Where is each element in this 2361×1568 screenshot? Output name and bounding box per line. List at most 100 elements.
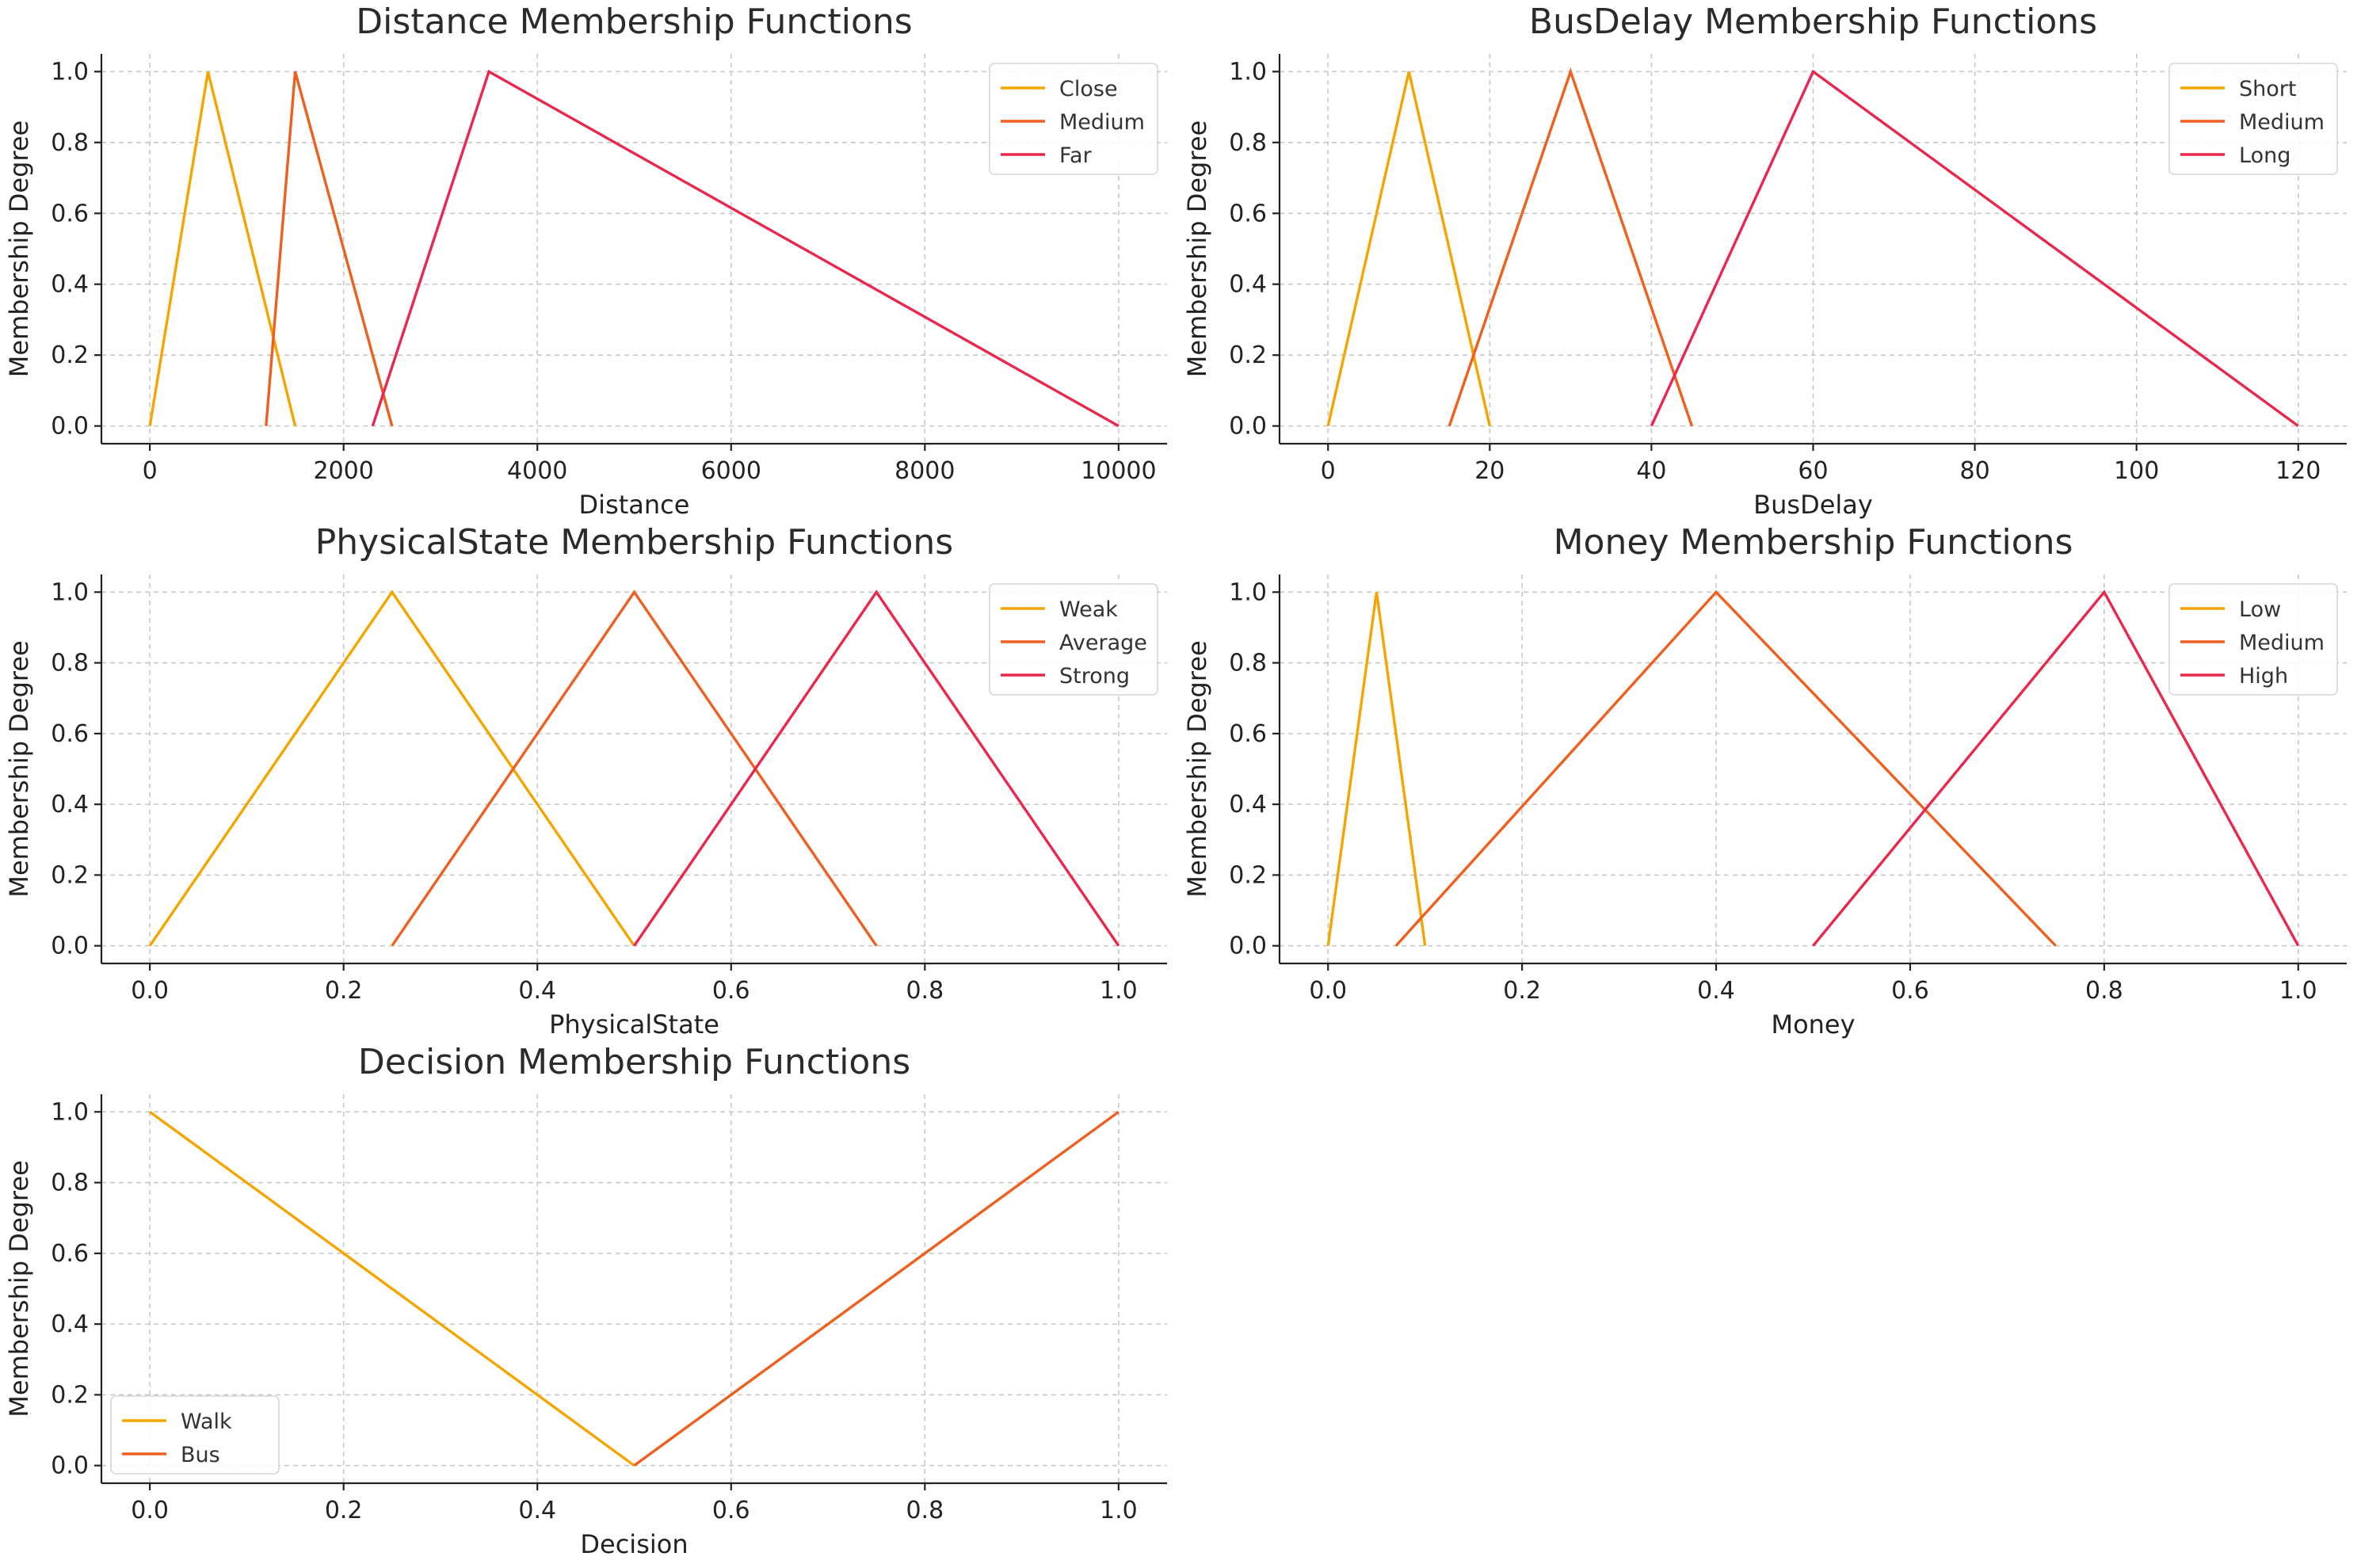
- x-tick-label: 0.6: [1891, 977, 1929, 1005]
- y-tick-label: 1.0: [51, 1098, 89, 1126]
- chart-panel-4: 0.0 0.2 0.4 0.6 0.8 1.0 0.0 0.2 0.4 0.6 0.8 1.0 Mone…: [1182, 522, 2347, 1040]
- y-tick-label: 0.0: [51, 933, 89, 960]
- x-axis-label: PhysicalState: [549, 1009, 719, 1040]
- x-tick-label: 0.6: [712, 1497, 750, 1524]
- x-tick-label: 60: [1798, 457, 1828, 485]
- y-tick-label: 0.4: [51, 791, 89, 818]
- x-tick-label: 80: [1959, 457, 1989, 485]
- chart-title: Decision Membership Functions: [358, 1042, 910, 1082]
- chart-title: Money Membership Functions: [1554, 522, 2073, 563]
- series-line-high: [1812, 589, 2300, 947]
- x-tick-label: 4000: [507, 457, 567, 485]
- legend-label: Long: [2239, 143, 2290, 168]
- series-line-weak: [148, 589, 635, 947]
- legend: Close Medium Far: [989, 63, 1158, 175]
- chart-panel-5: 0.0 0.2 0.4 0.6 0.8 1.0 0.0 0.2 0.4 0.6 0.8 1.0 Deci…: [4, 1042, 1167, 1559]
- y-tick-label: 0.2: [51, 1381, 89, 1409]
- series-line-walk: [149, 1110, 635, 1467]
- legend-label: Medium: [2239, 110, 2325, 135]
- x-axis-label: BusDelay: [1753, 490, 1873, 520]
- y-tick-label: 0.4: [51, 271, 89, 299]
- legend-label: Strong: [1059, 664, 1130, 689]
- x-tick-label: 0.4: [1697, 977, 1735, 1005]
- y-tick-label: 0.0: [51, 1452, 89, 1480]
- legend: Short Medium Long: [2168, 63, 2338, 175]
- x-tick-label: 20: [1474, 457, 1505, 485]
- legend-label: Medium: [2239, 631, 2325, 655]
- y-tick-label: 0.6: [51, 200, 89, 227]
- legend-label: Low: [2239, 597, 2281, 622]
- y-tick-label: 0.8: [51, 1169, 89, 1197]
- x-tick-label: 40: [1636, 457, 1666, 485]
- y-tick-label: 0.6: [1229, 720, 1267, 748]
- x-tick-label: 1.0: [1100, 977, 1138, 1005]
- chart-panel-2: 0 20 40 60 80 100 120 0.0 0.2 0.4 0.6 0.8 1.0 BusDela…: [1182, 2, 2347, 520]
- x-tick-label: 0.2: [1503, 977, 1541, 1005]
- x-axis-label: Decision: [580, 1529, 688, 1559]
- x-tick-label: 0.6: [712, 977, 750, 1005]
- y-tick-label: 0.0: [51, 413, 89, 441]
- legend-box: [989, 583, 1158, 696]
- y-tick-label: 1.0: [51, 58, 89, 86]
- legend-label: High: [2239, 664, 2288, 689]
- series-line-medium: [1447, 67, 1694, 427]
- y-tick-label: 0.2: [51, 341, 89, 369]
- y-tick-label: 0.6: [51, 720, 89, 748]
- chart-panel-3: 0.0 0.2 0.4 0.6 0.8 1.0 0.0 0.2 0.4 0.6 0.8 1.0 Phys…: [4, 522, 1167, 1040]
- y-tick-label: 1.0: [1229, 578, 1267, 606]
- y-tick-label: 0.0: [1229, 413, 1267, 441]
- x-tick-label: 6000: [701, 457, 761, 485]
- chart-title: PhysicalState Membership Functions: [315, 522, 953, 563]
- legend-label: Weak: [1059, 597, 1118, 622]
- y-tick-label: 1.0: [51, 578, 89, 606]
- series-line-medium: [1394, 589, 2057, 947]
- x-tick-label: 0.2: [325, 1497, 363, 1524]
- x-tick-label: 0: [143, 457, 158, 485]
- series-line-average: [391, 589, 878, 947]
- x-tick-label: 100: [2114, 457, 2159, 485]
- y-tick-label: 0.2: [1229, 341, 1267, 369]
- x-tick-label: 120: [2275, 457, 2321, 485]
- legend-label: Far: [1059, 143, 1093, 168]
- x-tick-label: 8000: [894, 457, 955, 485]
- x-tick-label: 0.2: [325, 977, 363, 1005]
- x-axis-label: Money: [1771, 1009, 1855, 1040]
- legend-label: Bus: [181, 1443, 220, 1467]
- chart-title: BusDelay Membership Functions: [1529, 2, 2097, 42]
- x-tick-label: 1.0: [1100, 1497, 1138, 1524]
- y-tick-label: 0.8: [51, 129, 89, 157]
- y-axis-label: Membership Degree: [1182, 640, 1212, 897]
- y-axis-label: Membership Degree: [4, 120, 34, 377]
- y-tick-label: 0.6: [51, 1240, 89, 1268]
- chart-panel-1: 0 2000 4000 6000 8000 10000 0.0 0.2 0.4 0.6 0.8 1.0…: [4, 2, 1167, 520]
- x-tick-label: 0.4: [518, 1497, 556, 1524]
- y-tick-label: 0.2: [51, 861, 89, 889]
- y-tick-label: 0.4: [1229, 271, 1267, 299]
- series-line-bus: [633, 1110, 1119, 1467]
- y-tick-label: 0.8: [51, 650, 89, 677]
- y-tick-label: 0.0: [1229, 933, 1267, 960]
- x-tick-label: 0.0: [131, 977, 169, 1005]
- legend-label: Medium: [1059, 110, 1145, 135]
- chart-title: Distance Membership Functions: [356, 2, 912, 42]
- y-tick-label: 1.0: [1229, 58, 1267, 86]
- legend: Low Medium High: [2168, 583, 2338, 696]
- y-axis-label: Membership Degree: [4, 640, 34, 897]
- y-tick-label: 0.4: [51, 1310, 89, 1338]
- legend-label: Close: [1059, 77, 1118, 101]
- legend-label: Walk: [181, 1410, 232, 1434]
- y-tick-label: 0.8: [1229, 129, 1267, 157]
- x-tick-label: 2000: [314, 457, 374, 485]
- series-line-close: [148, 71, 297, 427]
- x-tick-label: 1.0: [2279, 977, 2317, 1005]
- legend-label: Short: [2239, 77, 2296, 101]
- y-tick-label: 0.4: [1229, 791, 1267, 818]
- x-tick-label: 0.8: [906, 1497, 944, 1524]
- legend-box: [989, 63, 1158, 175]
- series-line-low: [1326, 592, 1427, 946]
- x-tick-label: 0.8: [2085, 977, 2123, 1005]
- x-tick-label: 0.4: [518, 977, 556, 1005]
- series-line-long: [1650, 69, 2299, 428]
- legend: Weak Average Strong: [989, 583, 1158, 696]
